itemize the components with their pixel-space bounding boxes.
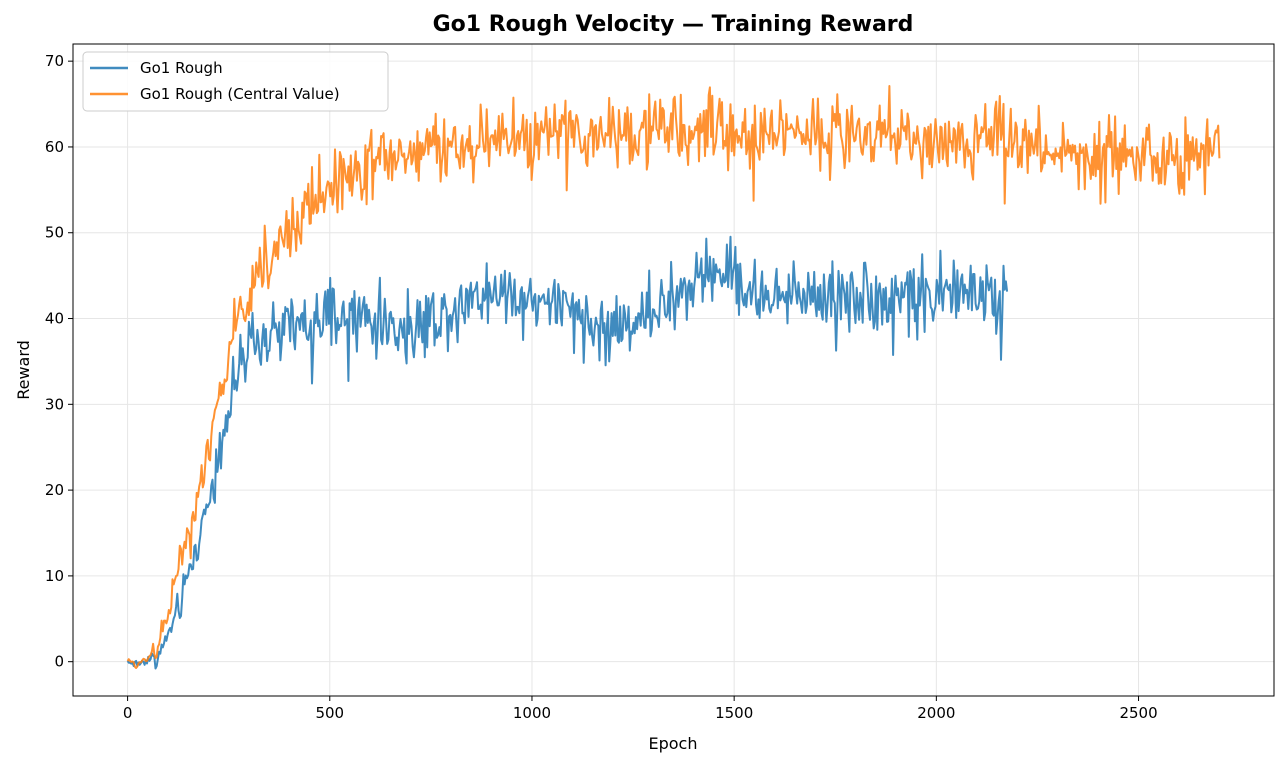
x-axis-label: Epoch xyxy=(649,734,698,753)
series-layer xyxy=(126,85,1221,670)
y-tick-label: 0 xyxy=(54,653,64,671)
x-tick-label: 500 xyxy=(315,704,344,722)
x-tick-label: 0 xyxy=(123,704,133,722)
y-tick-label: 50 xyxy=(45,224,64,242)
y-axis-label: Reward xyxy=(14,340,33,400)
legend: Go1 Rough Go1 Rough (Central Value) xyxy=(82,51,389,112)
x-tick-label: 2000 xyxy=(917,704,955,722)
series-line-go1-rough xyxy=(126,235,1009,670)
x-tick-label: 1500 xyxy=(715,704,753,722)
legend-box xyxy=(82,51,389,112)
y-axis-ticks: 0 10 20 30 40 50 60 70 xyxy=(45,52,73,671)
chart-title: Go1 Rough Velocity — Training Reward xyxy=(433,12,914,37)
legend-label-go1-rough: Go1 Rough xyxy=(140,59,223,77)
y-tick-label: 60 xyxy=(45,138,64,156)
legend-label-go1-rough-central-value: Go1 Rough (Central Value) xyxy=(140,85,340,103)
series-line-go1-rough-central-value xyxy=(126,85,1221,669)
y-tick-label: 40 xyxy=(45,310,64,328)
y-tick-label: 20 xyxy=(45,481,64,499)
x-tick-label: 2500 xyxy=(1119,704,1157,722)
x-tick-label: 1000 xyxy=(513,704,551,722)
x-axis-ticks: 0 500 1000 1500 2000 2500 xyxy=(123,696,1158,722)
y-tick-label: 70 xyxy=(45,52,64,70)
y-tick-label: 30 xyxy=(45,395,64,413)
plot-area-frame xyxy=(72,43,1275,697)
y-tick-label: 10 xyxy=(45,567,64,585)
